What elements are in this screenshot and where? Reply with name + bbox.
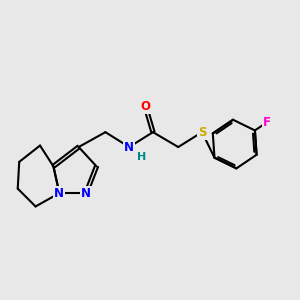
Text: O: O (140, 100, 151, 113)
Text: N: N (81, 187, 91, 200)
Text: S: S (198, 126, 206, 139)
Text: N: N (54, 187, 64, 200)
Text: H: H (137, 152, 146, 162)
Text: N: N (124, 140, 134, 154)
Text: F: F (263, 116, 271, 129)
